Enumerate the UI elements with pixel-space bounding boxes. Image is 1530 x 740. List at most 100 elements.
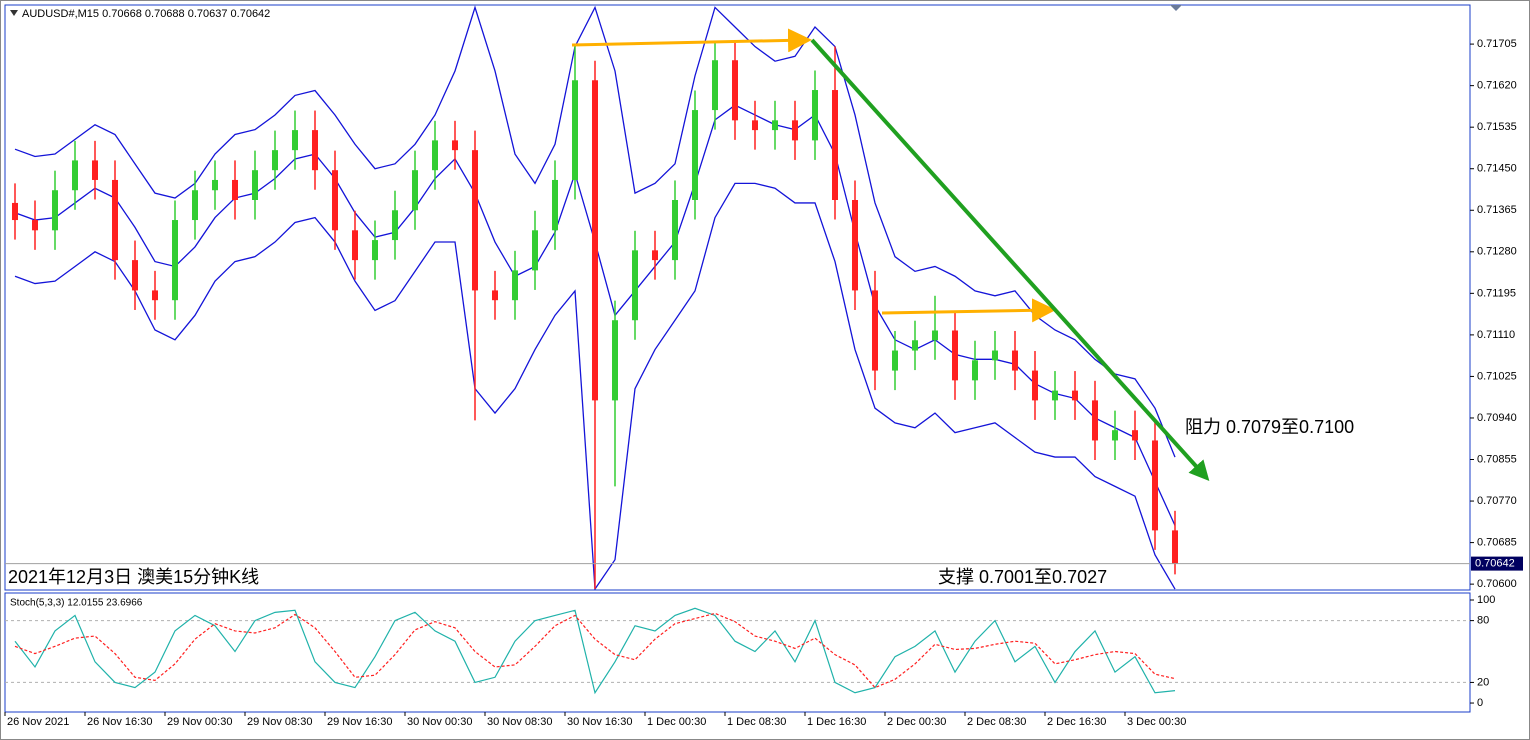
stoch-panel <box>4 592 1471 713</box>
y-tick-label: 80 <box>1477 615 1489 627</box>
axes: AUDUSD#,M15 0.70668 0.70688 0.70637 0.70… <box>4 8 1523 728</box>
candle-body <box>272 150 278 171</box>
candle-body <box>732 60 738 121</box>
y-tick-label: 0.71110 <box>1477 329 1515 341</box>
candle-body <box>152 290 158 301</box>
candle-body <box>1092 400 1098 441</box>
x-tick-label: 30 Nov 08:30 <box>487 716 552 728</box>
resistance-arrow <box>881 298 1056 323</box>
candle-body <box>852 200 858 291</box>
annotation: 支撑 0.7001至0.7027 <box>938 567 1107 587</box>
x-tick-label: 1 Dec 16:30 <box>807 716 866 728</box>
candle-body <box>72 160 78 191</box>
x-tick-label: 30 Nov 16:30 <box>567 716 632 728</box>
candle-body <box>92 160 98 180</box>
candle-body <box>492 290 498 301</box>
y-tick-label: 0.71620 <box>1477 80 1517 92</box>
candle-body <box>52 190 58 231</box>
candle-body <box>532 230 538 271</box>
candle-body <box>332 170 338 231</box>
y-tick-label: 0.70600 <box>1477 578 1517 590</box>
y-tick-label: 0.71195 <box>1477 287 1516 299</box>
candle-body <box>12 202 18 221</box>
candle-body <box>692 110 698 200</box>
x-tick-label: 29 Nov 00:30 <box>167 716 232 728</box>
candle-body <box>112 179 118 261</box>
chart-title: AUDUSD#,M15 0.70668 0.70688 0.70637 0.70… <box>22 8 270 20</box>
candle-body <box>672 200 678 261</box>
candle-body <box>612 320 618 401</box>
candle-body <box>512 270 518 301</box>
annotation: 阻力 0.7079至0.7100 <box>1185 417 1354 437</box>
y-tick-label: 0 <box>1477 697 1483 709</box>
y-tick-label: 0.70685 <box>1477 537 1517 549</box>
candle-body <box>352 230 358 261</box>
candle-body <box>772 120 778 131</box>
last-price-tag <box>1471 556 1523 571</box>
y-tick-label: 0.71705 <box>1477 38 1517 50</box>
candle-body <box>592 80 598 401</box>
candle-body <box>312 130 318 171</box>
y-tick-label: 0.71535 <box>1477 121 1517 133</box>
x-tick-label: 2 Dec 16:30 <box>1047 716 1106 728</box>
candle-body <box>912 340 918 351</box>
indicator-title: Stoch(5,3,3) 12.0155 23.6966 <box>10 598 143 609</box>
annotation: 2021年12月3日 澳美15分钟K线 <box>8 567 259 587</box>
candle-body <box>172 220 178 301</box>
price-plot <box>12 5 1178 590</box>
stoch-plot <box>5 607 1470 695</box>
shift-marker <box>1170 5 1182 11</box>
candle-body <box>472 150 478 291</box>
x-tick-label: 26 Nov 2021 <box>7 716 69 728</box>
y-tick-label: 100 <box>1477 594 1495 606</box>
menu-triangle <box>10 10 18 16</box>
candle-body <box>952 330 958 381</box>
candle-body <box>1172 530 1178 564</box>
candle-body <box>972 360 978 381</box>
candle-body <box>232 179 238 200</box>
candle-body <box>812 90 818 141</box>
x-tick-label: 1 Dec 00:30 <box>647 716 706 728</box>
candle-body <box>712 60 718 111</box>
candle-body <box>252 170 258 200</box>
candle-body <box>1052 390 1058 401</box>
band-line <box>14 5 1176 458</box>
x-tick-label: 29 Nov 08:30 <box>247 716 312 728</box>
candle-body <box>932 330 938 341</box>
y-tick-label: 20 <box>1477 676 1489 688</box>
y-tick-label: 0.71450 <box>1477 163 1517 175</box>
candle-body <box>652 250 658 261</box>
y-tick-label: 0.71365 <box>1477 204 1517 216</box>
candle-body <box>1152 440 1158 531</box>
x-tick-label: 26 Nov 16:30 <box>87 716 152 728</box>
candle-body <box>292 130 298 151</box>
candle-body <box>992 350 998 361</box>
candle-body <box>1072 390 1078 401</box>
candle-body <box>792 120 798 141</box>
x-tick-label: 30 Nov 00:30 <box>407 716 472 728</box>
band-line <box>14 182 1176 590</box>
x-tick-label: 1 Dec 08:30 <box>727 716 786 728</box>
candle-body <box>132 260 138 291</box>
candle-body <box>372 240 378 261</box>
x-tick-label: 2 Dec 00:30 <box>887 716 946 728</box>
candle-body <box>32 220 38 231</box>
candle-body <box>1032 370 1038 401</box>
y-tick-label: 0.71025 <box>1477 370 1517 382</box>
stoch-line <box>14 607 1176 695</box>
y-tick-label: 0.70855 <box>1477 453 1517 465</box>
y-tick-label: 0.70770 <box>1477 495 1517 507</box>
candle-body <box>892 350 898 371</box>
candle-body <box>1132 430 1138 441</box>
stoch-line <box>14 612 1176 689</box>
x-tick-label: 2 Dec 08:30 <box>967 716 1026 728</box>
candle-body <box>752 120 758 131</box>
trend-line <box>810 38 1210 481</box>
last-price-label: 0.70642 <box>1475 558 1515 570</box>
candle-body <box>412 170 418 211</box>
candle-body <box>452 140 458 151</box>
candle-body <box>192 190 198 221</box>
candle-body <box>832 90 838 200</box>
candle-body <box>1112 430 1118 441</box>
